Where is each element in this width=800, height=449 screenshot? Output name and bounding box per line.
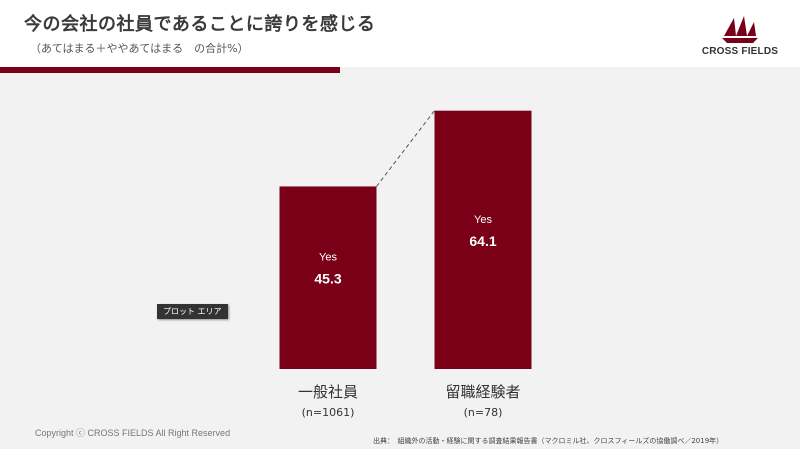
category-label-2: 留職経験者	[445, 383, 520, 401]
bar-value-2: 64.1	[469, 233, 496, 249]
brand-name: CROSS FIELDS	[701, 46, 779, 57]
plot-area-tooltip: プロット エリア	[157, 304, 228, 319]
ship-logo-icon	[722, 16, 758, 43]
bar-label-2: Yes	[474, 214, 492, 226]
dashed-connector	[376, 110, 435, 187]
slide-header: 今の会社の社員であることに誇りを感じる （あてはまる＋ややあてはまる の合計%）…	[0, 0, 800, 67]
bar-2[interactable]	[434, 110, 532, 369]
category-label-1: 一般社員	[298, 383, 358, 401]
bar-value-1: 45.3	[314, 271, 341, 287]
slide-subtitle: （あてはまる＋ややあてはまる の合計%）	[30, 42, 249, 55]
category-note-2: (n=78)	[464, 406, 503, 419]
brand-logo: CROSS FIELDS	[698, 14, 782, 60]
source-citation: 出典： 組織外の活動・経験に関する調査結果報告書（マクロミル社、クロスフィールズ…	[373, 437, 724, 445]
accent-bar	[0, 67, 340, 73]
bar-label-1: Yes	[319, 252, 337, 264]
category-note-1: (n=1061)	[302, 406, 355, 419]
slide-title: 今の会社の社員であることに誇りを感じる	[24, 14, 376, 35]
copyright-text: Copyright ⓒ CROSS FIELDS All Right Reser…	[35, 428, 231, 438]
bar-1[interactable]	[279, 186, 377, 369]
